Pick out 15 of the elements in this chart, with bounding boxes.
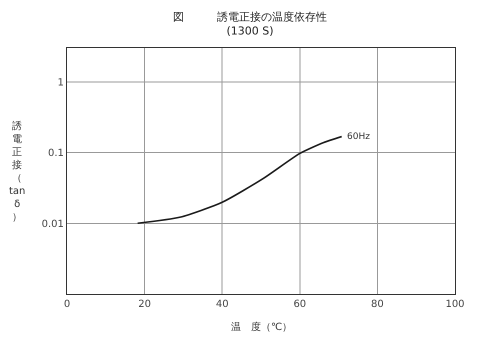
- x-tick-label: 20: [138, 299, 151, 310]
- x-tick-label: 80: [371, 299, 384, 310]
- y-tick-label: 0.01: [42, 218, 64, 230]
- series-label: 60Hz: [347, 132, 370, 142]
- x-tick-label: 60: [293, 299, 306, 310]
- x-tick-label: 0: [64, 299, 70, 310]
- x-tick-label: 100: [445, 299, 465, 310]
- y-axis-title: 誘電正接（tanδ）: [9, 120, 26, 223]
- y-tick-label: 1: [58, 77, 64, 88]
- x-tick-label: 40: [216, 299, 229, 310]
- chart-title: 図 誘電正接の温度依存性: [173, 10, 327, 24]
- line-series: [136, 136, 342, 224]
- x-axis-title: 温 度（℃）: [231, 321, 292, 333]
- y-tick-label: 0.1: [48, 148, 64, 159]
- chart-subtitle: (1300 S): [226, 24, 274, 38]
